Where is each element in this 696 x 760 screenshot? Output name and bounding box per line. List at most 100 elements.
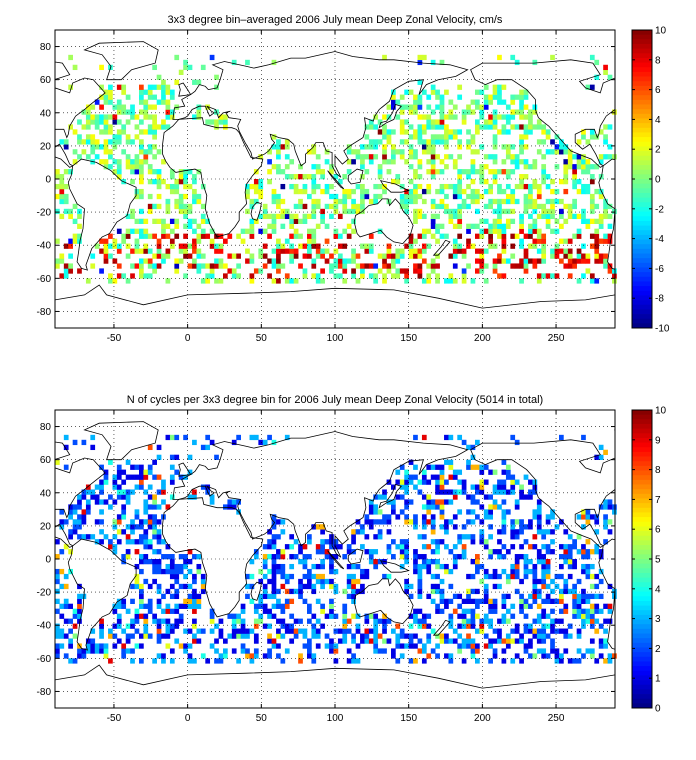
data-bin xyxy=(581,188,586,195)
data-bin xyxy=(116,84,122,90)
data-bin xyxy=(99,129,104,135)
data-bin xyxy=(572,598,577,604)
data-bin xyxy=(152,84,157,90)
data-bin xyxy=(404,484,409,490)
data-bin xyxy=(121,628,127,634)
data-bin xyxy=(276,653,281,659)
data-bin xyxy=(320,208,325,215)
data-bin xyxy=(351,218,356,224)
data-bin xyxy=(174,454,180,460)
data-bin xyxy=(373,504,379,510)
colorbar-segment xyxy=(632,216,652,222)
data-bin xyxy=(545,544,551,550)
colorbar-segment xyxy=(632,410,652,416)
data-bin xyxy=(262,563,268,570)
data-bin xyxy=(528,213,533,220)
data-bin xyxy=(298,263,303,269)
coastline xyxy=(432,239,451,256)
data-bin xyxy=(426,273,432,279)
data-bin xyxy=(214,638,219,644)
data-bin xyxy=(112,534,118,540)
data-bin xyxy=(262,588,268,595)
data-bin xyxy=(528,559,533,565)
data-bin xyxy=(152,494,157,500)
data-bin xyxy=(293,183,299,190)
data-bin xyxy=(276,213,281,220)
data-bin xyxy=(307,573,312,580)
data-bin xyxy=(470,499,476,505)
data-bin xyxy=(488,198,493,205)
data-bin xyxy=(519,633,524,639)
data-bin xyxy=(271,534,277,540)
data-bin xyxy=(581,608,586,614)
data-bin xyxy=(68,124,73,130)
colorbar-segment xyxy=(632,442,652,448)
data-bin xyxy=(444,499,449,505)
coastline xyxy=(55,664,615,708)
data-bin xyxy=(183,273,188,279)
data-bin xyxy=(421,144,427,150)
data-bin xyxy=(373,273,379,279)
data-bin xyxy=(421,198,427,205)
data-bin xyxy=(435,139,440,145)
data-bin xyxy=(421,233,427,239)
data-bin xyxy=(470,243,476,249)
data-bin xyxy=(475,188,480,195)
data-bin xyxy=(581,588,586,595)
data-bin xyxy=(439,514,445,520)
data-bin xyxy=(205,233,211,239)
data-bin xyxy=(293,618,299,624)
data-bin xyxy=(368,499,374,505)
data-bin xyxy=(541,253,547,259)
data-bin xyxy=(545,598,551,604)
data-bin xyxy=(541,258,547,264)
data-bin xyxy=(408,124,414,130)
data-bin xyxy=(231,273,237,279)
data-bin xyxy=(174,578,180,585)
data-bins xyxy=(55,434,617,664)
data-bin xyxy=(125,159,131,165)
data-bin xyxy=(545,223,551,229)
data-bin xyxy=(165,588,171,595)
data-bin xyxy=(249,658,255,664)
data-bin xyxy=(607,213,613,220)
data-bin xyxy=(532,573,538,580)
data-bin xyxy=(218,114,224,120)
data-bin xyxy=(550,203,555,210)
data-bin xyxy=(152,233,157,239)
data-bin xyxy=(461,534,467,540)
data-bin xyxy=(492,174,498,180)
data-bin xyxy=(152,114,157,120)
data-bin xyxy=(404,273,409,279)
data-bin xyxy=(289,248,295,254)
data-bin xyxy=(589,208,595,215)
data-bin xyxy=(315,278,321,284)
data-bin xyxy=(333,233,339,239)
data-bin xyxy=(103,469,109,475)
data-bin xyxy=(68,243,73,249)
data-bin xyxy=(399,203,405,210)
data-bin xyxy=(143,559,149,565)
data-bin xyxy=(589,198,595,205)
data-bin xyxy=(559,139,564,145)
data-bin xyxy=(523,208,529,215)
data-bin xyxy=(324,203,330,210)
data-bin xyxy=(532,479,538,485)
data-bin xyxy=(603,233,608,239)
colorbar-segment xyxy=(632,272,652,278)
data-bin xyxy=(594,628,600,634)
data-bin xyxy=(130,529,135,535)
data-bin xyxy=(444,638,449,644)
data-bin xyxy=(430,268,436,274)
data-bin xyxy=(152,568,157,575)
data-bin xyxy=(77,648,82,654)
data-bin xyxy=(382,149,387,155)
data-bin xyxy=(311,183,317,190)
data-bin xyxy=(452,544,458,550)
data-bin xyxy=(523,193,529,200)
data-bin xyxy=(324,149,330,155)
data-bin xyxy=(169,648,175,654)
data-bin xyxy=(174,233,180,239)
data-bin xyxy=(435,583,440,590)
data-bin xyxy=(152,218,157,224)
